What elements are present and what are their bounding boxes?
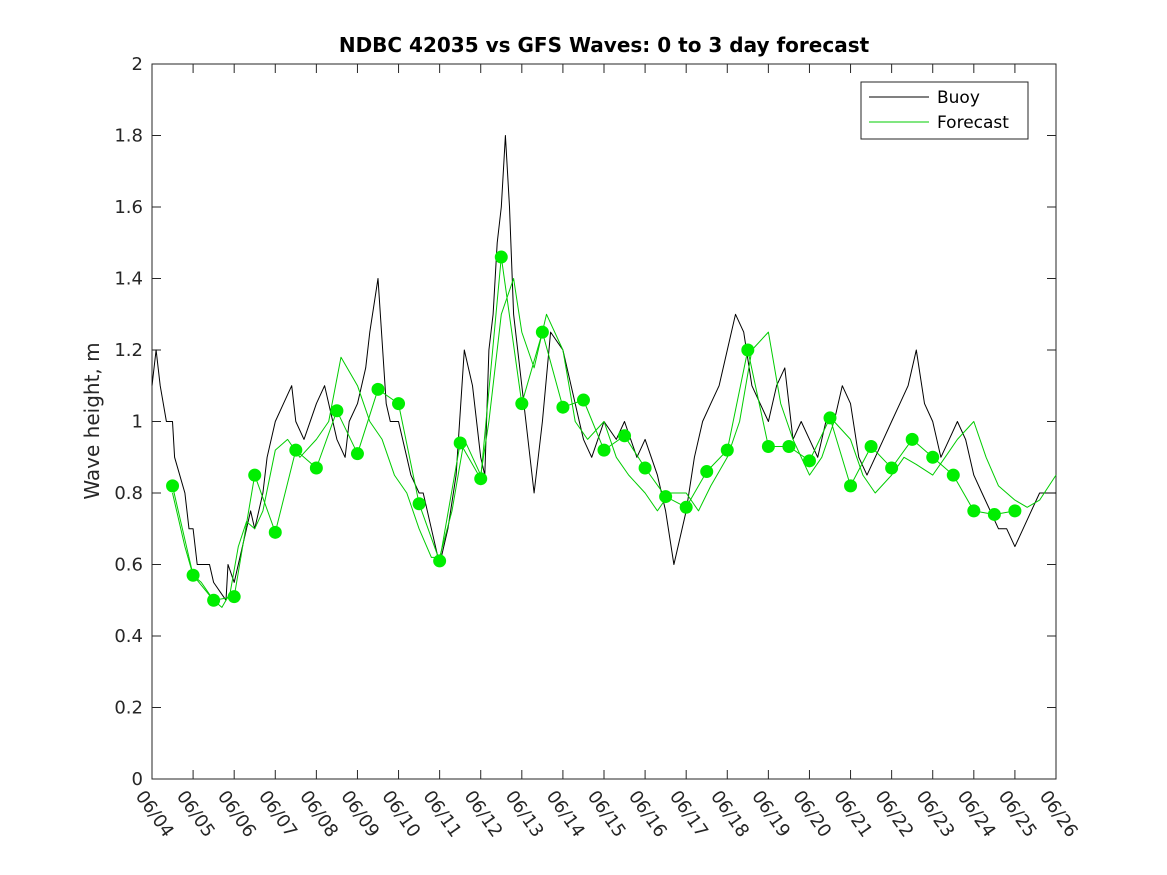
forecast-point <box>782 440 796 454</box>
y-tick-label: 0.6 <box>114 555 143 576</box>
forecast-point <box>371 382 385 396</box>
y-tick-label: 0.2 <box>114 698 143 719</box>
forecast-point <box>556 400 570 414</box>
forecast-point <box>823 411 837 425</box>
forecast-point <box>926 450 940 464</box>
legend: Buoy Forecast <box>860 81 1029 140</box>
y-tick-label: 1.8 <box>114 126 143 147</box>
forecast-point <box>289 443 303 457</box>
y-tick-label: 1.6 <box>114 197 143 218</box>
legend-buoy-label: Buoy <box>937 88 980 108</box>
forecast-point <box>576 393 590 407</box>
forecast-point <box>885 461 899 475</box>
forecast-point <box>1008 504 1022 518</box>
forecast-point <box>844 479 858 493</box>
forecast-point <box>515 397 529 411</box>
forecast-point <box>474 472 488 486</box>
forecast-point <box>679 500 693 514</box>
forecast-point <box>207 593 221 607</box>
y-tick-label: 0.4 <box>114 626 143 647</box>
forecast-point <box>535 325 549 339</box>
forecast-point <box>494 250 508 264</box>
forecast-point <box>967 504 981 518</box>
forecast-point <box>330 404 344 418</box>
forecast-point <box>186 568 200 582</box>
forecast-point <box>864 440 878 454</box>
forecast-point <box>350 447 364 461</box>
forecast-point <box>618 429 632 443</box>
forecast-point <box>905 432 919 446</box>
forecast-point <box>741 343 755 357</box>
legend-forecast-label: Forecast <box>937 113 1009 133</box>
forecast-point <box>720 443 734 457</box>
forecast-point <box>248 468 262 482</box>
y-tick-label: 1.2 <box>114 340 143 361</box>
y-axis-label: Wave height, m <box>80 342 104 499</box>
forecast-point <box>392 397 406 411</box>
y-tick-label: 1 <box>132 412 143 433</box>
forecast-point <box>946 468 960 482</box>
forecast-point <box>700 465 714 479</box>
forecast-point <box>227 590 241 604</box>
forecast-point <box>268 525 282 539</box>
forecast-point <box>309 461 323 475</box>
chart-title: NDBC 42035 vs GFS Waves: 0 to 3 day fore… <box>339 33 870 57</box>
buoy-series-line <box>151 135 1056 601</box>
forecast-point <box>412 497 426 511</box>
forecast-point <box>166 479 180 493</box>
forecast-point <box>761 440 775 454</box>
y-tick-label: 2 <box>132 54 143 75</box>
forecast-point <box>638 461 652 475</box>
legend-box <box>860 81 1029 140</box>
y-tick-label: 0 <box>132 769 143 790</box>
y-tick-label: 0.8 <box>114 483 143 504</box>
forecast-point <box>597 443 611 457</box>
y-tick-label: 1.4 <box>114 269 143 290</box>
forecast-point <box>453 436 467 450</box>
forecast-point <box>659 490 673 504</box>
forecast-point <box>433 554 447 568</box>
forecast-point <box>987 507 1001 521</box>
forecast-point <box>802 454 816 468</box>
